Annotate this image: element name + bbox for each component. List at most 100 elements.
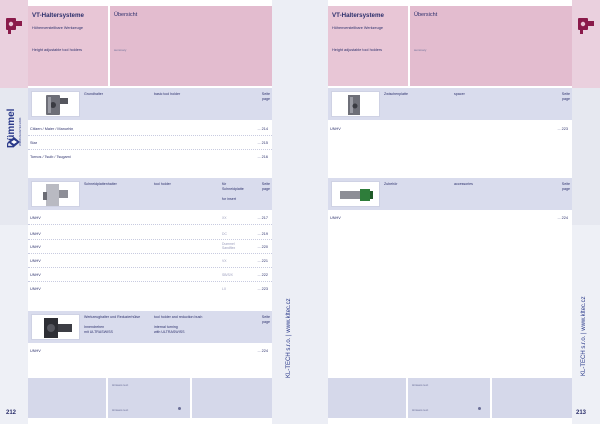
header-subtitle-de: Höhenverstellbare Werkzeuge: [32, 26, 84, 30]
overview-title: Übersicht: [414, 12, 438, 18]
header-overview-block: Übersicht summary: [110, 6, 272, 86]
footer-dot: [178, 407, 181, 410]
spacer-label-de: Zwischenplatte: [384, 92, 408, 96]
list-item-page: ... 220: [257, 245, 268, 249]
header-title: VT-Haltersysteme: [32, 12, 84, 19]
row-divider: [28, 239, 272, 240]
list-item-insert: VX: [222, 259, 227, 263]
reduction-bush-label-de: Werkzeughalter und Reduzierhülse Innendr…: [84, 315, 141, 334]
list-item-insert: Dummel Sandflex: [222, 242, 236, 250]
page-number-right: 213: [576, 410, 587, 416]
section-basic-holder-band: Grundhalter basic tool holder Seite page: [28, 88, 272, 120]
footer-note: Hinweis text: [412, 383, 429, 387]
reduction-bush-label-en: tool holder and reduction bush internal …: [154, 315, 203, 334]
right-edge-strip: KL-TECH s.r.o. | www.kltec.cz 213: [572, 0, 600, 424]
overview-title: Übersicht: [114, 12, 138, 18]
left-edge-strip: Dümmel WERKZEUGTECHNIK 212: [0, 0, 28, 424]
edge-top-pink: [0, 0, 28, 88]
spacer-label-en: spacer: [454, 92, 465, 96]
list-item-page: ... 214: [257, 127, 268, 131]
accessories-label-de: Zubehör: [384, 182, 398, 186]
section-spacer-band: Zwischenplatte spacer Seite page: [328, 88, 572, 120]
reduction-bush-image: [44, 318, 72, 338]
list-item-name: Citizen / Maier / Manurhin: [30, 127, 74, 131]
footer-dot: [478, 407, 481, 410]
basic-holder-image: [46, 95, 68, 115]
list-item-insert: SB/S/X: [222, 273, 233, 277]
row-divider: [28, 224, 272, 225]
list-item-page: ... 223: [557, 127, 568, 131]
product-image-box: [31, 181, 80, 207]
header-subtitle-de: Höhenverstellbare Werkzeuge: [332, 26, 384, 30]
list-item-page: ... 219: [257, 232, 268, 236]
spine-text: KL-TECH s.r.o. | www.kltec.cz: [286, 298, 292, 378]
header-subtitle-en: Height adjustable tool holders: [332, 48, 383, 52]
product-image-box: [331, 91, 380, 117]
spacer-image: [348, 95, 360, 115]
list-item-name: UNHV: [330, 127, 341, 131]
accessories-image: [340, 189, 373, 201]
page-column-label: Seite page: [261, 92, 270, 101]
footer-block-3: [192, 378, 272, 418]
row-divider: [28, 149, 272, 150]
list-item-insert: LX: [222, 287, 227, 291]
left-page: Dümmel WERKZEUGTECHNIK 212 VT-Haltersyst…: [0, 0, 272, 424]
tool-holder-label-de: Schneidplattenhalter: [84, 182, 117, 186]
page-column-label: Seite page: [261, 315, 270, 324]
list-item-name: UNHV: [30, 245, 41, 249]
row-divider: [28, 267, 272, 268]
edge-spine-text: KL-TECH s.r.o. | www.kltec.cz: [581, 296, 587, 376]
footer-block-3: [492, 378, 572, 418]
list-item-insert: XX: [222, 216, 227, 220]
list-item-page: ... 221: [257, 259, 268, 263]
section-tool-holder-band: Schneidplattenhalter tool holder für Sch…: [28, 178, 272, 210]
list-item-name: UNHV: [330, 216, 341, 220]
tool-holder-icon: [6, 18, 22, 34]
spine: [272, 0, 328, 424]
list-item-name: Tornos / Tsuib / Tsugami: [30, 155, 71, 159]
accessories-label-en: accessories: [454, 182, 473, 186]
product-image-box: [31, 314, 80, 340]
footer-block-1: [28, 378, 106, 418]
list-item-name: UNHV: [30, 259, 41, 263]
list-item-page: ... 215: [257, 141, 268, 145]
header-subtitle-en: Height adjustable tool holders: [32, 48, 83, 52]
insert-column-label: für Schneidplatte for insert: [222, 182, 244, 201]
edge-top-pink: [572, 0, 600, 88]
row-divider: [28, 281, 272, 282]
brand-mark-icon: [8, 137, 20, 147]
row-divider: [28, 253, 272, 254]
list-item-name: Star: [30, 141, 37, 145]
edge-bottom-light: [572, 225, 600, 424]
list-item-page: ... 222: [257, 273, 268, 277]
page-number-left: 212: [6, 410, 17, 416]
right-page: VT-Haltersysteme Höhenverstellbare Werkz…: [328, 0, 600, 424]
list-item-page: ... 216: [257, 155, 268, 159]
row-divider: [28, 135, 272, 136]
header-title-block: VT-Haltersysteme Höhenverstellbare Werkz…: [328, 6, 408, 86]
list-item-name: UNHV: [30, 216, 41, 220]
tool-holder-icon: [578, 18, 594, 34]
footer-block-2: Hinweis text Hinweis text: [408, 378, 490, 418]
list-item-name: UNHV: [30, 287, 41, 291]
list-item-insert: DC: [222, 232, 227, 236]
footer-block-1: [328, 378, 406, 418]
page-column-label: Seite page: [561, 92, 570, 101]
tool-holder-label-en: tool holder: [154, 182, 171, 186]
product-image-box: [31, 91, 80, 117]
basic-holder-label-en: basic tool holder: [154, 92, 181, 96]
list-item-page: ... 224: [557, 216, 568, 220]
header-title: VT-Haltersysteme: [332, 12, 384, 19]
list-item-name: UNHV: [30, 273, 41, 277]
list-item-page: ... 224: [257, 349, 268, 353]
overview-subtitle: summary: [414, 48, 427, 52]
basic-holder-label-de: Grundhalter: [84, 92, 103, 96]
overview-subtitle: summary: [114, 48, 127, 52]
header-overview-block: Übersicht summary: [410, 6, 572, 86]
edge-bottom-light: [0, 225, 28, 424]
list-item-name: UNHV: [30, 232, 41, 236]
tool-holder-image: [43, 184, 68, 206]
list-item-name: UNHV: [30, 349, 41, 353]
page-column-label: Seite page: [261, 182, 270, 191]
header-title-block: VT-Haltersysteme Höhenverstellbare Werkz…: [28, 6, 108, 86]
